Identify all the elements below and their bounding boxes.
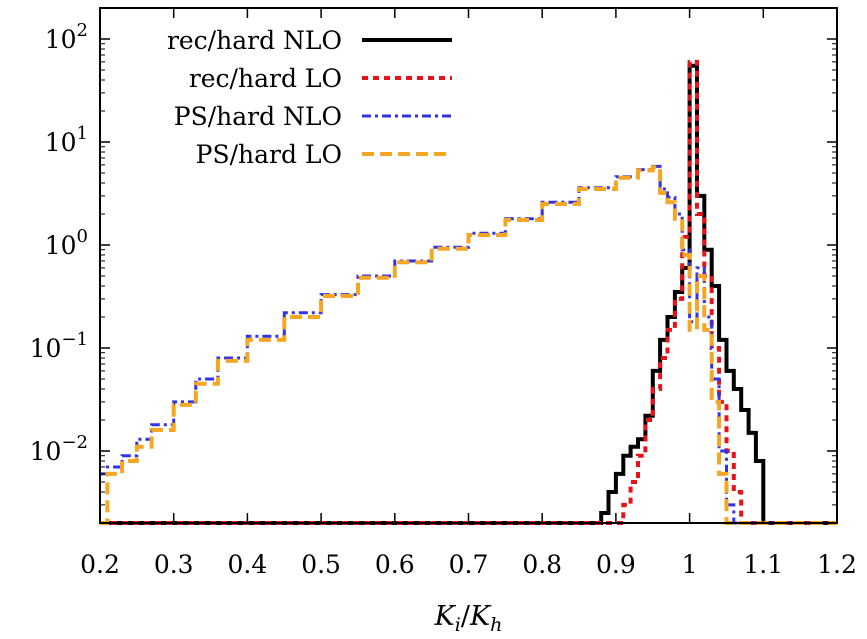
legend-label: PS/hard LO: [196, 140, 342, 169]
series-line-3: [100, 164, 837, 525]
legend-label: rec/hard LO: [189, 64, 342, 93]
x-tick-label: 0.9: [596, 550, 636, 579]
legend-label: rec/hard NLO: [167, 26, 342, 55]
x-axis-title-sub-num: i: [455, 614, 461, 636]
x-tick-label: 0.8: [522, 550, 562, 579]
y-tick-label: 100: [45, 226, 88, 260]
x-tick-label: 0.2: [80, 550, 120, 579]
x-tick-label: 0.5: [301, 550, 341, 579]
x-axis-title-main: K: [434, 601, 457, 632]
x-axis-title-slash: /: [461, 601, 471, 632]
ticks-layer: 0.2 0.3 0.4 0.5 0.6 0.7 0.8 0.9 1 1.1 1.2 10−2 10−1 1…: [30, 7, 857, 579]
y-tick-label: 101: [45, 123, 88, 157]
legend-label: PS/hard NLO: [174, 102, 342, 131]
x-tick-label: 0.4: [228, 550, 268, 579]
series-layer: [100, 59, 837, 525]
series-line-1: [100, 63, 837, 525]
x-axis-title-main-den: K: [469, 601, 492, 632]
series-line-4: [100, 165, 837, 525]
x-tick-label: 0.7: [449, 550, 489, 579]
x-tick-label: 0.3: [154, 550, 194, 579]
legend: rec/hard NLO rec/hard LO PS/hard NLO PS/har…: [167, 26, 452, 169]
x-tick-label: 1.1: [743, 550, 783, 579]
x-axis-title: Ki/Kh: [434, 601, 503, 636]
y-tick-label: 102: [45, 20, 88, 54]
x-axis-title-sub-den: h: [490, 614, 502, 636]
x-tick-label: 1.2: [817, 550, 857, 579]
x-tick-label: 1: [682, 550, 698, 579]
x-tick-label: 0.6: [375, 550, 415, 579]
y-tick-label: 10−1: [30, 329, 88, 363]
y-tick-label: 10−2: [30, 432, 88, 466]
series-line-2: [100, 59, 837, 525]
